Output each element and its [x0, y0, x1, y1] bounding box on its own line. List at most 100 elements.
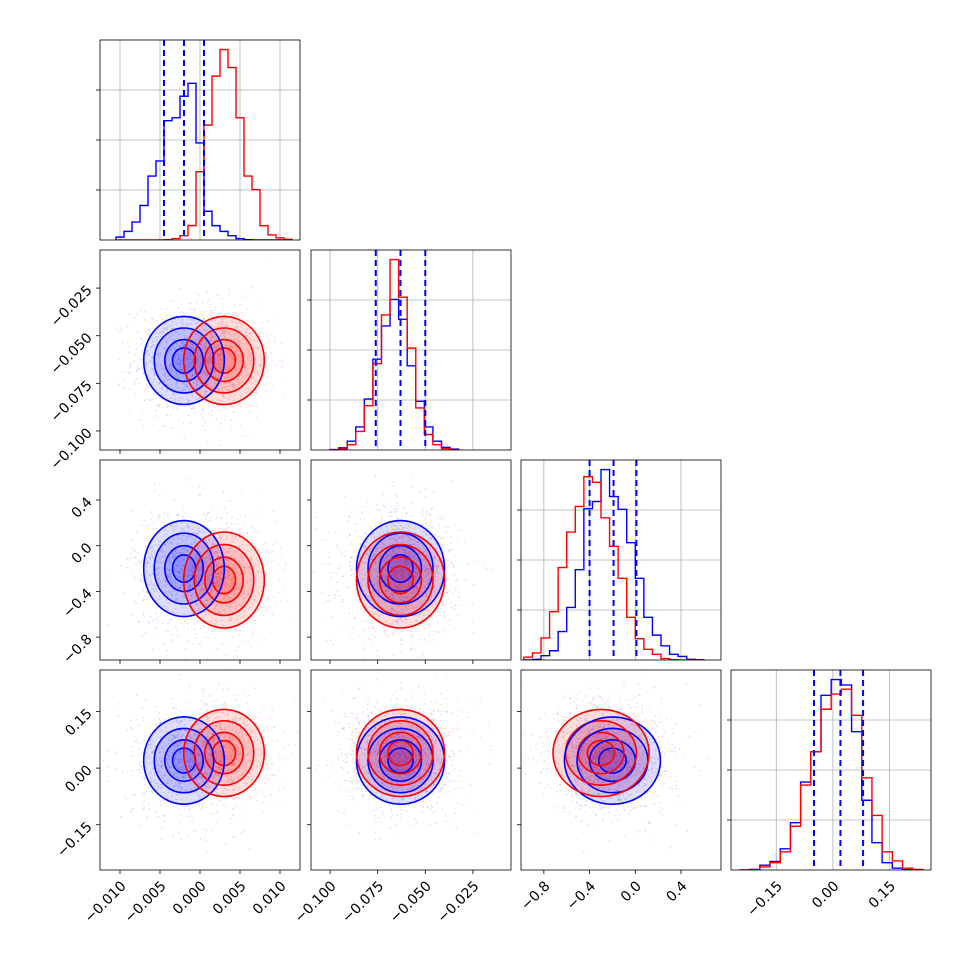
scatter-point: [171, 640, 174, 642]
scatter-point: [419, 630, 421, 633]
scatter-point: [431, 526, 433, 528]
scatter-point: [250, 540, 253, 543]
scatter-point: [410, 565, 413, 568]
scatter-point: [413, 578, 416, 581]
scatter-point: [169, 559, 172, 562]
scatter-point: [206, 361, 209, 363]
scatter-point: [167, 557, 170, 560]
scatter-point: [161, 388, 164, 391]
scatter-point: [388, 628, 390, 630]
scatter-point: [161, 370, 163, 373]
scatter-point: [187, 399, 190, 402]
scatter-point: [153, 482, 156, 485]
scatter-point: [228, 781, 230, 784]
scatter-point: [134, 393, 137, 395]
scatter-point: [224, 558, 227, 561]
scatter-point: [188, 815, 191, 818]
scatter-point: [203, 611, 206, 613]
scatter-point: [164, 554, 167, 557]
scatter-point: [243, 361, 246, 363]
scatter-point: [286, 601, 289, 604]
scatter-point: [174, 330, 177, 333]
scatter-point: [272, 384, 275, 387]
scatter-point: [178, 729, 181, 732]
scatter-point: [189, 341, 192, 344]
pair-panel-2-1: [307, 459, 512, 664]
scatter-point: [208, 520, 211, 522]
scatter-point: [212, 331, 214, 334]
scatter-point: [174, 736, 177, 739]
scatter-point: [359, 577, 362, 579]
scatter-point: [220, 580, 223, 583]
scatter-point: [188, 765, 191, 768]
scatter-point: [182, 551, 185, 554]
scatter-point: [242, 596, 244, 599]
scatter-point: [392, 511, 395, 513]
scatter-point: [435, 602, 438, 604]
scatter-point: [114, 768, 116, 770]
scatter-point: [220, 323, 222, 326]
scatter-point: [239, 578, 242, 581]
scatter-point: [413, 564, 416, 566]
scatter-point: [224, 842, 227, 845]
scatter-point: [441, 603, 443, 606]
scatter-point: [135, 371, 138, 373]
scatter-point: [230, 347, 233, 350]
scatter-point: [168, 569, 171, 571]
scatter-point: [413, 574, 415, 576]
scatter-point: [181, 569, 184, 572]
scatter-point: [196, 383, 198, 386]
scatter-point: [398, 547, 401, 549]
scatter-point: [380, 547, 383, 549]
scatter-point: [424, 497, 427, 500]
scatter-point: [227, 353, 229, 356]
scatter-point: [204, 372, 206, 375]
scatter-point: [244, 366, 247, 369]
scatter-point: [382, 543, 384, 546]
scatter-point: [406, 534, 409, 537]
scatter-point: [233, 589, 236, 592]
scatter-point: [234, 835, 237, 838]
scatter-point: [157, 331, 159, 334]
scatter-point: [210, 775, 213, 777]
scatter-point: [162, 777, 164, 780]
scatter-point: [200, 588, 203, 590]
scatter-point: [398, 527, 401, 530]
scatter-point: [366, 552, 369, 555]
scatter-point: [174, 550, 177, 553]
scatter-point: [198, 493, 200, 496]
scatter-point: [163, 534, 166, 537]
scatter-point: [406, 552, 409, 555]
scatter-point: [201, 802, 204, 805]
scatter-point: [394, 553, 397, 555]
scatter-point: [186, 836, 189, 838]
scatter-point: [266, 597, 269, 600]
scatter-point: [139, 771, 142, 774]
scatter-point: [425, 593, 427, 596]
scatter-point: [233, 313, 235, 316]
scatter-point: [238, 403, 241, 406]
scatter-point: [435, 615, 438, 618]
scatter-point: [167, 515, 170, 518]
scatter-point: [365, 552, 368, 555]
scatter-point: [163, 519, 166, 521]
scatter-point: [434, 590, 436, 593]
scatter-point: [145, 790, 148, 793]
scatter-point: [418, 553, 420, 556]
scatter-point: [208, 413, 211, 416]
scatter-point: [398, 605, 401, 607]
scatter-point: [214, 577, 217, 579]
scatter-point: [360, 573, 362, 576]
scatter-point: [239, 373, 242, 375]
scatter-point: [393, 654, 395, 656]
scatter-point: [225, 766, 228, 769]
scatter-point: [209, 632, 212, 635]
scatter-point: [247, 290, 250, 293]
scatter-point: [218, 611, 221, 614]
scatter-point: [230, 579, 233, 582]
scatter-point: [225, 511, 228, 514]
scatter-point: [184, 648, 187, 651]
scatter-point: [224, 576, 227, 578]
scatter-point: [181, 765, 184, 768]
scatter-point: [245, 588, 248, 591]
